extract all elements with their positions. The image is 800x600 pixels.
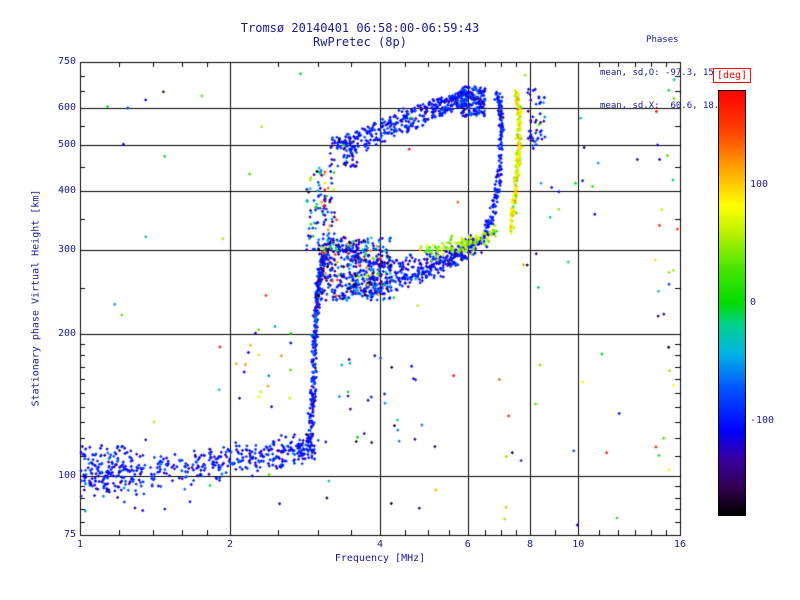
y-tick-label: 400	[57, 185, 76, 197]
y-tick-label: 500	[57, 139, 76, 151]
x-tick-label: 8	[526, 539, 534, 550]
stats-header: Phases	[646, 35, 679, 45]
colorbar-tick-label: 100	[750, 178, 769, 190]
colorbar-tick-label: -100	[750, 415, 775, 427]
y-tick-label: 200	[57, 327, 76, 339]
colorbar-tick-label: 0	[750, 297, 757, 308]
x-tick-label: 16	[673, 539, 687, 550]
x-axis-label: Frequency [MHz]	[334, 553, 426, 564]
x-tick-label: 6	[464, 539, 471, 550]
x-tick-label: 4	[376, 539, 384, 550]
y-tick-label: 600	[57, 101, 76, 113]
y-axis-label: Stationary phase Virtual Height [km]	[30, 189, 42, 407]
colorbar	[718, 90, 746, 516]
plot-subtitle: RwPretec (8p)	[313, 35, 407, 49]
colorbar-unit-label: [deg]	[712, 68, 752, 83]
x-tick-label: 10	[572, 539, 585, 550]
phase-stats-block: Phases mean, sd,O: -97.3, 15.9 mean, sd,…	[600, 13, 725, 134]
y-tick-label: 750	[57, 56, 76, 67]
page-title: Tromsø 20140401 06:58:00-06:59:43	[240, 21, 480, 35]
y-tick-label: 75	[63, 529, 76, 540]
stats-line-x-mode: mean, sd,X: 60.6, 18.2	[600, 101, 725, 111]
stats-line-o-mode: mean, sd,O: -97.3, 15.9	[600, 68, 725, 78]
x-tick-label: 2	[226, 539, 234, 550]
x-tick-label: 1	[76, 539, 84, 550]
y-tick-label: 300	[57, 244, 76, 256]
y-tick-label: 100	[57, 469, 76, 481]
